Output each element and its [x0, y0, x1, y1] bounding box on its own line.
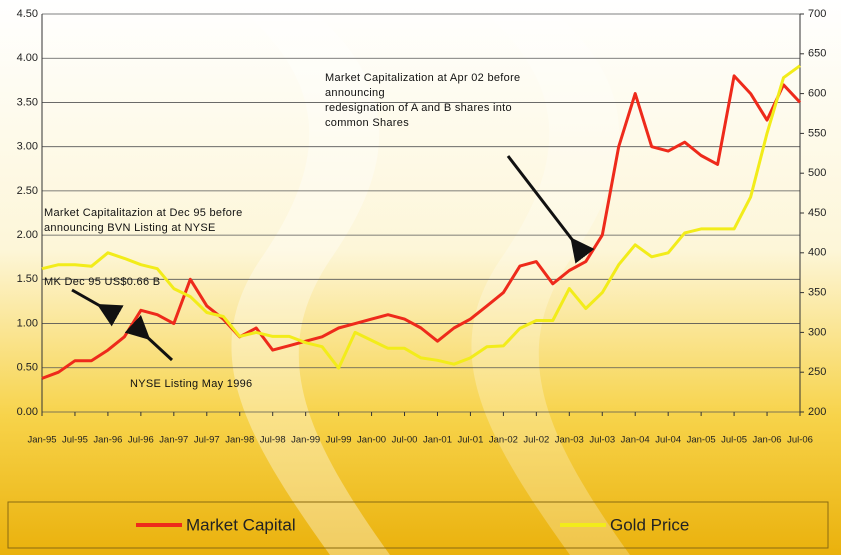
y2-tick-label: 200 — [808, 406, 826, 418]
x-tick-label: Jan-03 — [555, 435, 584, 446]
series-line — [41, 64, 801, 370]
annotation: announcing BVN Listing at NYSE — [44, 222, 216, 234]
y-tick-label: 0.50 — [17, 362, 38, 374]
annotation: Market Capitalization at Apr 02 before — [325, 72, 520, 84]
y-tick-label: 3.50 — [17, 96, 38, 108]
annotation: Market Capitalitazion at Dec 95 before — [44, 207, 243, 219]
y2-tick-label: 600 — [808, 88, 826, 100]
x-tick-label: Jan-04 — [621, 435, 650, 446]
x-tick-label: Jul-97 — [194, 435, 220, 446]
x-tick-label: Jan-05 — [687, 435, 716, 446]
x-tick-label: Jan-97 — [159, 435, 188, 446]
annotation: common Shares — [325, 117, 409, 129]
decoration — [470, 0, 630, 555]
y2-tick-label: 300 — [808, 326, 826, 338]
arrow — [506, 155, 595, 264]
series-line — [41, 74, 802, 380]
x-tick-label: Jul-95 — [62, 435, 88, 446]
y-tick-label: 1.00 — [17, 317, 38, 329]
x-tick-label: Jan-02 — [489, 435, 518, 446]
y2-tick-label: 350 — [808, 287, 826, 299]
arrow — [71, 288, 124, 327]
y-tick-label: 4.50 — [17, 8, 38, 20]
x-tick-label: Jan-95 — [27, 435, 56, 446]
x-tick-label: Jul-01 — [457, 435, 483, 446]
annotation: announcing — [325, 87, 385, 99]
legend-label: Market Capital — [186, 515, 296, 534]
x-tick-label: Jul-02 — [523, 435, 549, 446]
y2-tick-label: 500 — [808, 167, 826, 179]
legend-box — [7, 501, 829, 549]
x-tick-label: Jul-03 — [589, 435, 615, 446]
y2-tick-label: 700 — [808, 8, 826, 20]
y-tick-label: 0.00 — [17, 406, 38, 418]
y-tick-label: 4.00 — [17, 52, 38, 64]
x-tick-label: Jan-01 — [423, 435, 452, 446]
annotation: MK Dec 95 US$0.66 B — [44, 276, 160, 288]
x-tick-label: Jan-06 — [753, 435, 782, 446]
arrow — [124, 314, 174, 362]
x-tick-label: Jul-05 — [721, 435, 747, 446]
y2-tick-label: 650 — [808, 48, 826, 60]
grid: 0.00 0.50 1.00 1.50 2.00 2.50 3.00 3.50 4.00 4.50… — [17, 8, 827, 446]
y-tick-label: 1.50 — [17, 273, 38, 285]
x-tick-label: Jan-96 — [93, 435, 122, 446]
y-tick-label: 3.00 — [17, 141, 38, 153]
y2-tick-label: 250 — [808, 366, 826, 378]
decoration — [230, 0, 390, 555]
y2-tick-label: 400 — [808, 247, 826, 259]
x-tick-label: Jan-00 — [357, 435, 386, 446]
legend-label: Gold Price — [610, 515, 689, 534]
x-tick-label: Jul-96 — [128, 435, 154, 446]
annotation: redesignation of A and B shares into — [325, 102, 512, 114]
y-tick-label: 2.00 — [17, 229, 38, 241]
x-tick-label: Jan-98 — [225, 435, 254, 446]
x-tick-label: Jul-99 — [326, 435, 352, 446]
plot — [41, 64, 802, 380]
x-tick-label: Jul-98 — [260, 435, 286, 446]
y-tick-label: 2.50 — [17, 185, 38, 197]
y2-tick-label: 450 — [808, 207, 826, 219]
x-tick-label: Jul-00 — [392, 435, 418, 446]
legend: Market Capital Gold Price — [136, 515, 689, 534]
annotation: NYSE Listing May 1996 — [130, 378, 252, 390]
x-tick-label: Jul-06 — [787, 435, 813, 446]
y2-tick-label: 550 — [808, 127, 826, 139]
x-tick-label: Jan-99 — [291, 435, 320, 446]
x-tick-label: Jul-04 — [655, 435, 681, 446]
